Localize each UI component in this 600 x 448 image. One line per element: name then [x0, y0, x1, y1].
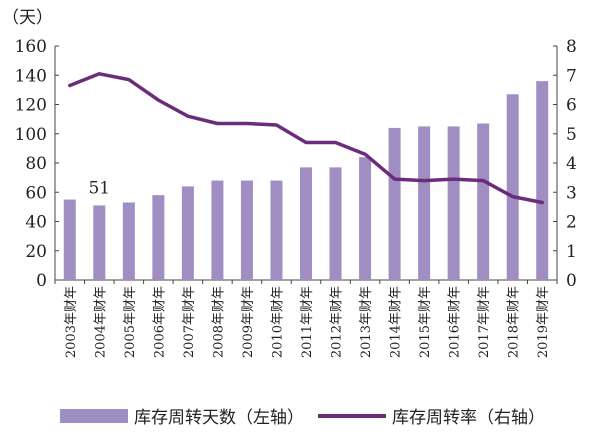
bar: [477, 123, 490, 280]
y-right-tick-label: 7: [566, 66, 577, 86]
x-tick-label: 2013年财年: [359, 286, 374, 358]
y-right-tick-label: 1: [566, 242, 577, 262]
bar: [536, 81, 549, 280]
data-label: 51: [88, 178, 110, 198]
y-left-tick-label: 160: [15, 37, 47, 57]
y-left-tick-label: 40: [25, 213, 47, 233]
y-left-tick-label: 0: [36, 271, 47, 291]
y-right-tick-label: 8: [566, 37, 577, 57]
line-series: [68, 72, 544, 205]
y-left-tick-label: 60: [25, 183, 47, 203]
x-tick-label: 2009年财年: [241, 286, 256, 358]
x-tick-label: 2005年财年: [123, 286, 138, 358]
bar: [418, 126, 431, 280]
x-tick-label: 2004年财年: [93, 286, 108, 358]
x-tick-label: 2018年财年: [507, 286, 522, 358]
bar: [447, 126, 460, 280]
y-left-tick-label: 80: [25, 154, 47, 174]
y-right-tick-label: 5: [566, 125, 577, 145]
bar: [240, 180, 253, 280]
bar: [63, 199, 76, 280]
x-tick-label: 2016年财年: [448, 286, 463, 358]
x-tick-label: 2015年财年: [418, 286, 433, 358]
bar: [211, 180, 224, 280]
bar: [359, 157, 372, 280]
tick-labels: 0 20 40 60 80 100 120 140 160 0 1 2 3 4 5 6 7 8 2003年财年 200…: [15, 37, 577, 358]
x-tick-label: 2012年财年: [330, 286, 345, 358]
bar: [122, 202, 135, 280]
legend-swatch-bars: [60, 409, 128, 423]
y-left-tick-label: 100: [15, 125, 47, 145]
bar: [300, 167, 312, 280]
x-tick-label: 2010年财年: [270, 286, 285, 358]
x-tick-label: 2011年财年: [300, 286, 315, 358]
annotations: 51: [88, 178, 110, 198]
y-unit-label: （天）: [2, 8, 53, 28]
y-right-tick-label: 2: [566, 213, 577, 233]
y-right-tick-label: 3: [566, 183, 577, 203]
legend-label-line: 库存周转率（右轴）: [392, 408, 545, 428]
x-tick-label: 2003年财年: [64, 286, 79, 358]
x-tick-label: 2007年财年: [182, 286, 197, 358]
bar: [93, 205, 106, 280]
x-tick-label: 2017年财年: [477, 286, 492, 358]
y-right-tick-label: 4: [566, 154, 577, 174]
legend-label-bars: 库存周转天数（左轴）: [134, 408, 304, 428]
x-tick-label: 2019年财年: [536, 286, 551, 358]
y-left-tick-label: 20: [25, 242, 47, 262]
legend: 库存周转天数（左轴） 库存周转率（右轴）: [60, 408, 545, 428]
bar: [388, 127, 401, 281]
bars: [63, 81, 549, 281]
bar: [152, 195, 165, 280]
x-tick-label: 2008年财年: [211, 286, 226, 358]
bar: [270, 180, 283, 280]
y-right-tick-label: 6: [566, 96, 577, 116]
x-tick-label: 2014年财年: [389, 286, 404, 358]
bar: [329, 167, 342, 280]
y-left-tick-label: 140: [15, 66, 47, 86]
bar: [506, 94, 519, 280]
y-left-tick-label: 120: [15, 96, 47, 116]
bar: [181, 186, 194, 280]
x-tick-label: 2006年财年: [152, 286, 167, 358]
y-right-tick-label: 0: [566, 271, 577, 291]
